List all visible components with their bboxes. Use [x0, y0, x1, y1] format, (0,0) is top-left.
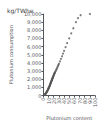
svg-text:9,000: 9,000	[27, 19, 41, 25]
svg-text:Plutonium content: Plutonium content	[46, 115, 92, 121]
svg-text:1,000: 1,000	[27, 84, 41, 90]
svg-text:kg/TWhe: kg/TWhe	[7, 7, 34, 15]
svg-text:0: 0	[40, 97, 47, 101]
svg-text:3,000: 3,000	[27, 68, 41, 74]
svg-text:6,000: 6,000	[27, 44, 41, 50]
svg-text:70: 70	[76, 97, 83, 104]
svg-text:5,000: 5,000	[27, 52, 41, 58]
svg-text:90: 90	[86, 97, 93, 104]
svg-text:100: 100	[92, 98, 98, 108]
svg-text:0: 0	[38, 92, 42, 99]
svg-text:30: 30	[55, 97, 62, 104]
svg-text:Plutonium consumption: Plutonium consumption	[8, 25, 15, 84]
svg-text:10: 10	[45, 97, 52, 104]
svg-text:50: 50	[66, 97, 73, 104]
svg-text:2,000: 2,000	[27, 76, 41, 82]
svg-text:7,000: 7,000	[27, 35, 41, 41]
svg-text:80: 80	[81, 97, 88, 104]
svg-text:4,000: 4,000	[27, 60, 41, 66]
svg-text:60: 60	[71, 97, 78, 104]
svg-text:10,000: 10,000	[23, 11, 42, 17]
svg-text:8,000: 8,000	[27, 27, 41, 33]
svg-text:20: 20	[50, 97, 57, 104]
svg-text:40: 40	[61, 97, 67, 104]
